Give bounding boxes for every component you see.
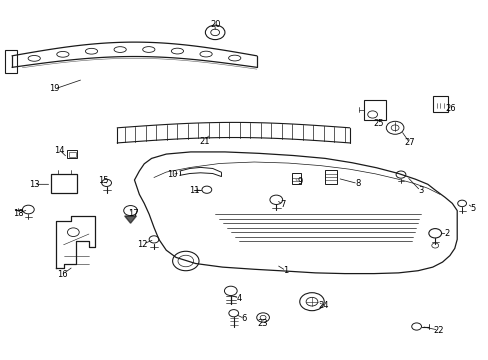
Text: 27: 27 bbox=[404, 139, 414, 148]
Text: 12: 12 bbox=[137, 240, 148, 248]
Text: 17: 17 bbox=[127, 209, 138, 217]
Text: 25: 25 bbox=[373, 118, 384, 127]
Text: 14: 14 bbox=[54, 145, 65, 155]
Text: 10: 10 bbox=[166, 170, 177, 179]
Text: 16: 16 bbox=[57, 270, 68, 279]
Text: 26: 26 bbox=[445, 104, 455, 113]
Bar bbox=[325, 170, 337, 184]
Text: 5: 5 bbox=[470, 204, 475, 212]
Text: 1: 1 bbox=[283, 266, 288, 275]
Bar bbox=[364, 100, 386, 120]
Bar bbox=[291, 173, 300, 184]
Text: 15: 15 bbox=[98, 176, 109, 185]
Text: 4: 4 bbox=[237, 294, 242, 302]
Text: 19: 19 bbox=[49, 85, 60, 94]
Polygon shape bbox=[124, 216, 136, 223]
Text: 6: 6 bbox=[242, 314, 246, 323]
Text: 23: 23 bbox=[257, 319, 268, 328]
Text: 22: 22 bbox=[432, 325, 443, 335]
Polygon shape bbox=[134, 152, 456, 274]
Bar bbox=[69, 152, 76, 157]
Bar bbox=[5, 50, 17, 73]
Bar bbox=[67, 150, 77, 158]
Text: 24: 24 bbox=[318, 301, 328, 310]
Bar bbox=[51, 174, 77, 193]
Bar bbox=[432, 96, 447, 112]
Text: 2: 2 bbox=[444, 230, 449, 239]
Text: 20: 20 bbox=[209, 20, 220, 29]
Text: 21: 21 bbox=[199, 136, 209, 145]
Text: 11: 11 bbox=[189, 186, 200, 195]
Text: 3: 3 bbox=[417, 186, 422, 195]
Text: 8: 8 bbox=[355, 179, 360, 188]
Text: 7: 7 bbox=[280, 200, 285, 209]
Text: 13: 13 bbox=[29, 180, 40, 189]
Text: 9: 9 bbox=[297, 177, 302, 186]
Text: 18: 18 bbox=[13, 209, 24, 217]
